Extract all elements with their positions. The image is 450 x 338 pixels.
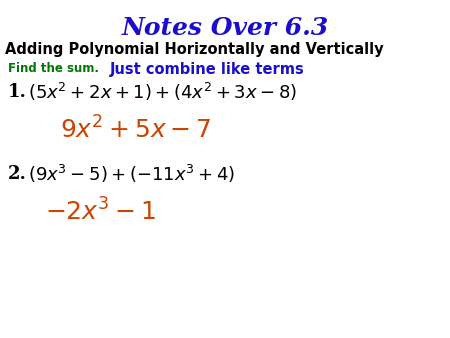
Text: $\left(9x^3-5\right)+\left(-11x^3+4\right)$: $\left(9x^3-5\right)+\left(-11x^3+4\righ… [28, 163, 235, 185]
Text: $9x^2+5x-7$: $9x^2+5x-7$ [60, 116, 211, 143]
Text: 1.: 1. [8, 83, 27, 101]
Text: $-2x^3-1$: $-2x^3-1$ [45, 198, 156, 225]
Text: $\left(5x^2+2x+1\right)+\left(4x^2+3x-8\right)$: $\left(5x^2+2x+1\right)+\left(4x^2+3x-8\… [28, 81, 297, 103]
Text: Notes Over 6.3: Notes Over 6.3 [122, 16, 328, 40]
Text: 2.: 2. [8, 165, 27, 183]
Text: Adding Polynomial Horizontally and Vertically: Adding Polynomial Horizontally and Verti… [5, 42, 383, 57]
Text: Find the sum.: Find the sum. [8, 62, 99, 75]
Text: Just combine like terms: Just combine like terms [110, 62, 305, 77]
